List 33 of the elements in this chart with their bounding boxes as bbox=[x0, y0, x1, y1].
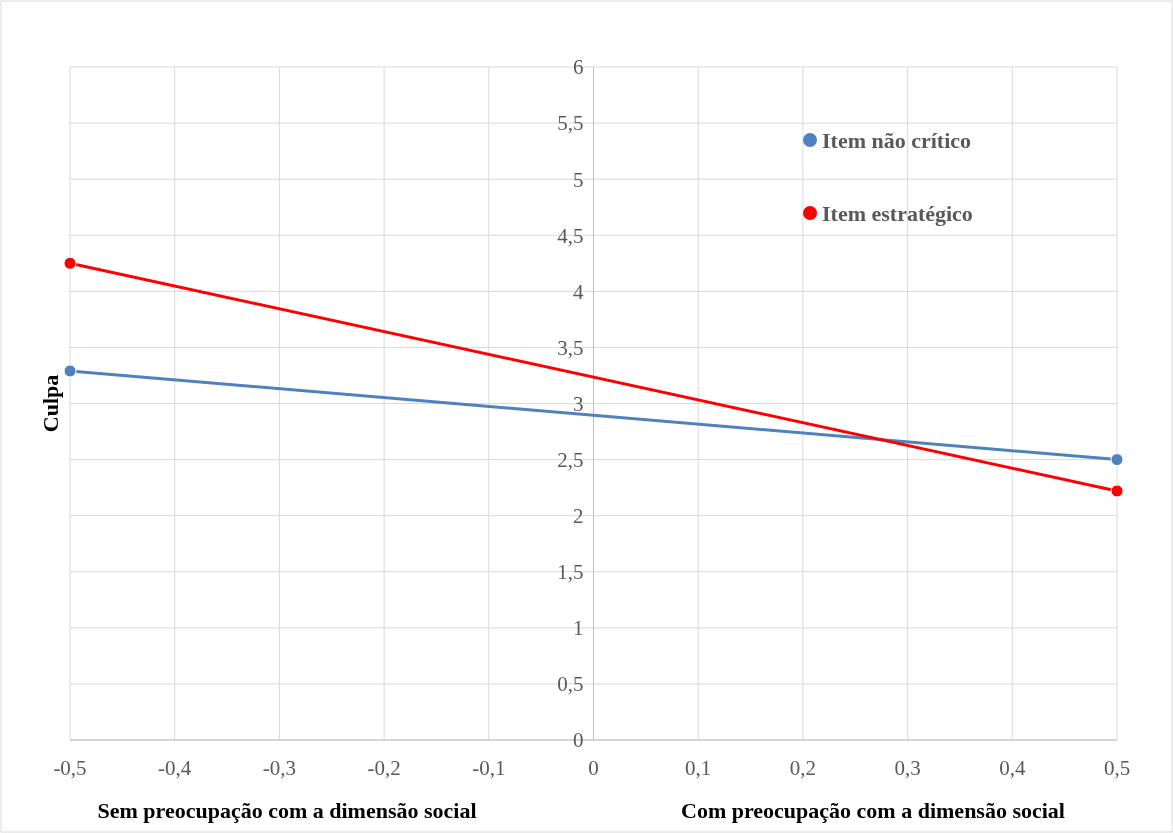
y-axis-title: Culpa bbox=[38, 374, 63, 433]
y-tick-label: 2 bbox=[573, 504, 584, 529]
y-tick-label: 4,5 bbox=[557, 223, 584, 248]
x-tick-label: 0,1 bbox=[685, 756, 712, 780]
x-tick-label: -0,5 bbox=[53, 756, 87, 780]
point bbox=[1110, 453, 1124, 467]
legend-label: Item não crítico bbox=[822, 127, 972, 153]
y-tick-label: 6 bbox=[573, 55, 584, 80]
x-tick-label: 0,4 bbox=[999, 756, 1026, 780]
y-tick-label: 5 bbox=[573, 167, 584, 192]
x-tick-label: 0,5 bbox=[1103, 756, 1131, 780]
y-tick-label: 3,5 bbox=[557, 335, 584, 360]
legend-label: Item estratégico bbox=[822, 200, 973, 226]
text: Com preocupação com a dimensão social bbox=[681, 798, 1065, 823]
point bbox=[63, 364, 77, 378]
x-tick-label: -0,1 bbox=[472, 756, 506, 780]
x-tick-label: 0 bbox=[588, 756, 599, 780]
x-tick-label: 0,2 bbox=[789, 756, 817, 780]
point bbox=[63, 256, 77, 270]
point bbox=[1110, 484, 1124, 498]
y-tick-label: 0,5 bbox=[557, 672, 584, 697]
x-tick-label: -0,3 bbox=[262, 756, 297, 780]
y-tick-label: 3 bbox=[573, 391, 584, 416]
y-tick-label: 5,5 bbox=[557, 111, 584, 136]
y-tick-label: 2,5 bbox=[557, 447, 584, 472]
y-tick-label: 1,5 bbox=[557, 560, 584, 585]
text: Sem preocupação com a dimensão social bbox=[97, 798, 477, 823]
y-tick-label: 1 bbox=[573, 616, 584, 641]
y-tick-label: 4 bbox=[573, 279, 584, 304]
x-tick-label: 0,3 bbox=[894, 756, 921, 780]
y-tick-label: 0 bbox=[573, 728, 584, 753]
x-tick-label: -0,4 bbox=[158, 756, 192, 780]
x-tick-label: -0,2 bbox=[367, 756, 401, 780]
